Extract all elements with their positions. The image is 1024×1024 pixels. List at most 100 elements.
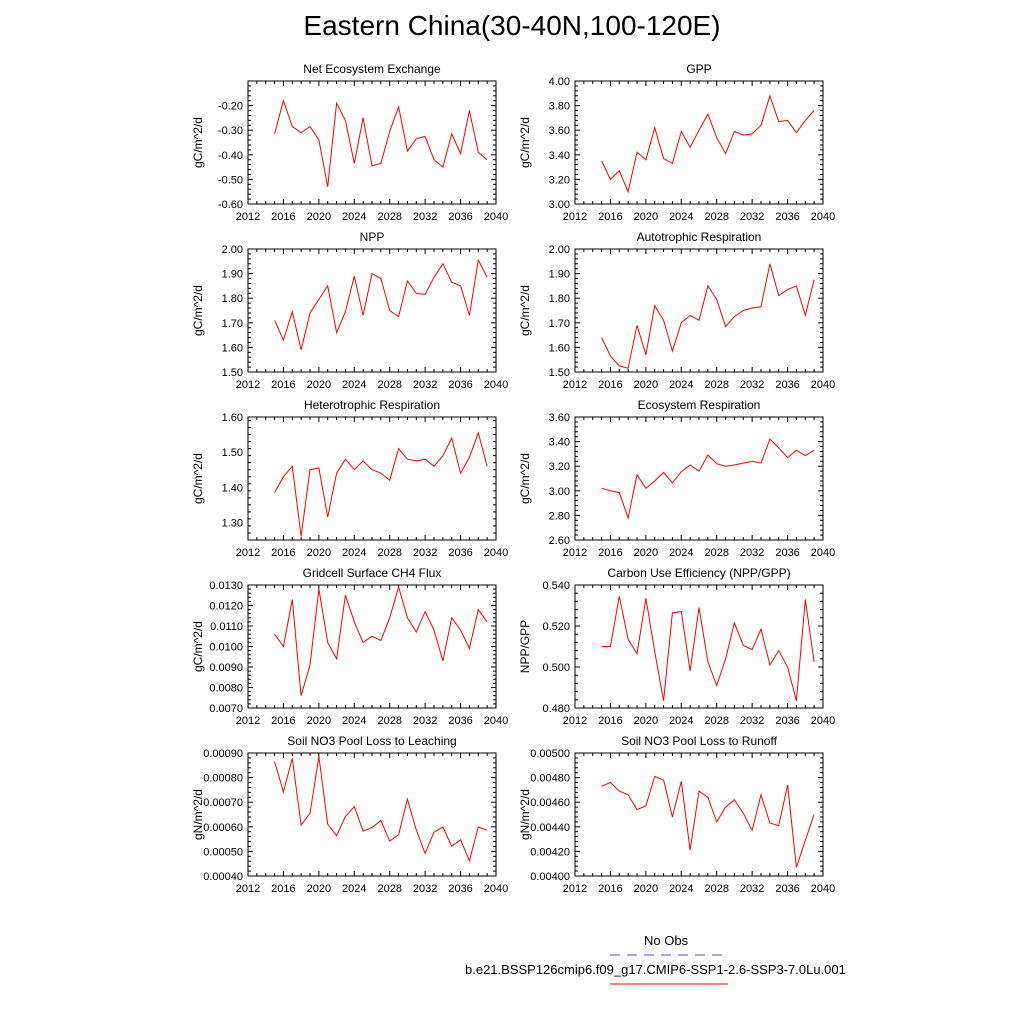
y-tick-label: 3.60 — [549, 125, 570, 137]
x-tick-label: 2036 — [448, 715, 472, 727]
y-tick-label: 3.60 — [549, 412, 570, 424]
y-tick-label: 1.40 — [222, 482, 243, 494]
series-line — [601, 596, 815, 701]
x-tick-label: 2032 — [740, 883, 764, 895]
x-tick-label: 2012 — [563, 379, 587, 391]
panel-title: Ecosystem Respiration — [638, 398, 761, 412]
x-tick-label: 2020 — [634, 211, 658, 223]
x-tick-label: 2028 — [377, 379, 401, 391]
x-tick-label: 2028 — [377, 547, 401, 559]
series-line — [274, 585, 488, 696]
y-tick-label: 0.00080 — [203, 773, 243, 785]
y-tick-label: 1.60 — [549, 342, 570, 354]
x-tick-label: 2036 — [775, 379, 799, 391]
x-tick-label: 2032 — [740, 211, 764, 223]
legend-obs-label: No Obs — [644, 933, 689, 948]
x-tick-label: 2032 — [413, 547, 437, 559]
y-tick-label: 0.0120 — [209, 601, 243, 613]
y-tick-label: 2.00 — [549, 244, 570, 256]
plot-frame — [574, 752, 824, 877]
x-tick-label: 2032 — [413, 211, 437, 223]
y-tick-label: -0.30 — [218, 125, 243, 137]
x-tick-label: 2036 — [775, 883, 799, 895]
x-tick-label: 2016 — [598, 547, 622, 559]
x-tick-label: 2020 — [307, 883, 331, 895]
y-tick-label: 2.00 — [222, 244, 243, 256]
x-tick-label: 2012 — [236, 547, 260, 559]
series-line — [274, 431, 488, 537]
chart-panel: 2012 2016 2020 2024 2028 2032 2036 2040 0.0070 0.… — [191, 566, 508, 727]
x-tick-label: 2012 — [563, 547, 587, 559]
x-tick-label: 2016 — [271, 379, 295, 391]
panel-title: Soil NO3 Pool Loss to Runoff — [621, 734, 778, 748]
series-line — [274, 258, 488, 351]
x-tick-label: 2012 — [236, 883, 260, 895]
y-tick-label: -0.60 — [218, 199, 243, 211]
y-tick-label: 3.00 — [549, 199, 570, 211]
y-tick-label: -0.50 — [218, 174, 243, 186]
y-tick-label: 0.00070 — [203, 797, 243, 809]
x-tick-label: 2024 — [669, 547, 693, 559]
chart-panel: 2012 2016 2020 2024 2028 2032 2036 2040 -0.60 -0.… — [191, 62, 508, 223]
y-axis-label: gC/m^2/d — [191, 453, 205, 504]
series-line — [274, 756, 488, 863]
y-tick-label: 0.00050 — [203, 846, 243, 858]
x-tick-label: 2040 — [484, 211, 508, 223]
panel-title: Autotrophic Respiration — [637, 230, 762, 244]
x-tick-label: 2020 — [307, 715, 331, 727]
x-tick-label: 2028 — [704, 211, 728, 223]
x-tick-label: 2040 — [811, 379, 835, 391]
series-line — [274, 98, 488, 187]
chart-panel: 2012 2016 2020 2024 2028 2032 2036 2040 3.00 3.20… — [518, 62, 835, 223]
y-tick-label: 0.0100 — [209, 642, 243, 654]
x-tick-label: 2024 — [342, 379, 366, 391]
x-tick-label: 2036 — [775, 547, 799, 559]
y-tick-label: 4.00 — [549, 76, 570, 88]
panel-title: Heterotrophic Respiration — [304, 398, 440, 412]
y-tick-label: 0.00480 — [530, 773, 570, 785]
chart-panel: 2012 2016 2020 2024 2028 2032 2036 2040 0.00040 0… — [191, 734, 508, 895]
x-tick-label: 2032 — [413, 715, 437, 727]
y-tick-label: -0.40 — [218, 150, 243, 162]
x-tick-label: 2032 — [740, 379, 764, 391]
y-tick-label: 0.00420 — [530, 846, 570, 858]
y-axis-label: gC/m^2/d — [518, 117, 532, 168]
x-tick-label: 2032 — [413, 883, 437, 895]
panel-title: Gridcell Surface CH4 Flux — [303, 566, 442, 580]
x-tick-label: 2036 — [448, 379, 472, 391]
x-tick-label: 2020 — [307, 211, 331, 223]
x-tick-label: 2028 — [377, 883, 401, 895]
y-tick-label: 0.00040 — [203, 871, 243, 883]
x-tick-label: 2012 — [236, 715, 260, 727]
x-tick-label: 2040 — [811, 715, 835, 727]
y-tick-label: -0.20 — [218, 101, 243, 113]
series-line — [601, 438, 815, 520]
y-tick-label: 0.480 — [542, 703, 570, 715]
y-tick-label: 0.0070 — [209, 703, 243, 715]
panel-title: GPP — [686, 62, 711, 76]
x-tick-label: 2028 — [704, 715, 728, 727]
y-tick-label: 2.60 — [549, 535, 570, 547]
x-tick-label: 2036 — [775, 211, 799, 223]
x-tick-label: 2020 — [307, 547, 331, 559]
x-tick-label: 2028 — [704, 547, 728, 559]
x-tick-label: 2016 — [598, 715, 622, 727]
legend-run-label: b.e21.BSSP126cmip6.f09_g17.CMIP6-SSP1-2.… — [465, 962, 846, 977]
y-tick-label: 2.80 — [549, 510, 570, 522]
series-line — [601, 775, 815, 868]
y-tick-label: 0.00400 — [530, 871, 570, 883]
series-line — [601, 94, 815, 194]
y-tick-label: 0.00500 — [530, 748, 570, 760]
y-tick-label: 0.500 — [542, 662, 570, 674]
plot-frame — [247, 752, 497, 877]
y-axis-label: NPP/GPP — [518, 620, 532, 673]
y-tick-label: 1.80 — [549, 293, 570, 305]
x-tick-label: 2040 — [484, 715, 508, 727]
plot-frame — [247, 584, 497, 709]
x-tick-label: 2020 — [307, 379, 331, 391]
x-tick-label: 2028 — [377, 211, 401, 223]
x-tick-label: 2036 — [448, 211, 472, 223]
legend — [610, 954, 728, 985]
chart-panel: 2012 2016 2020 2024 2028 2032 2036 2040 1.50 1.60… — [191, 230, 508, 391]
